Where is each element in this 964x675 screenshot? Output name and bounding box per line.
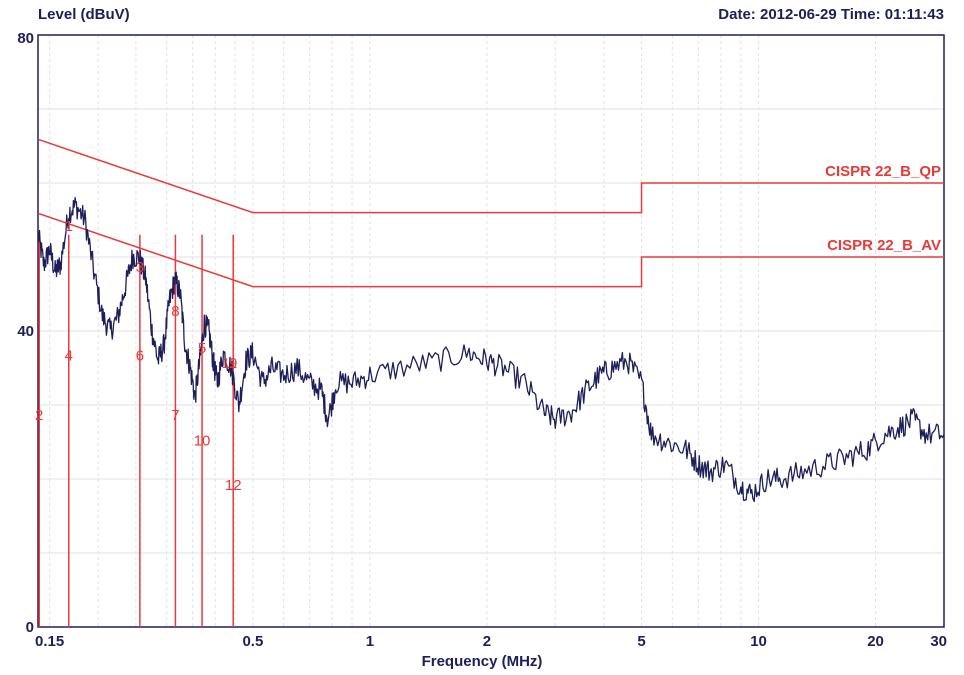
x-tick-label: 30 <box>930 633 947 650</box>
marker-label-2: 2 <box>35 407 43 424</box>
marker-label-5: 5 <box>198 340 206 357</box>
marker-label-4: 4 <box>65 348 73 365</box>
marker-label-7: 7 <box>171 407 179 424</box>
measurement-trace <box>37 196 945 503</box>
y-axis-label: Level (dBuV) <box>38 6 130 23</box>
marker-label-3: 3 <box>136 259 144 276</box>
x-tick-label: 1 <box>366 633 374 650</box>
y-tick-label: 0 <box>26 619 34 636</box>
limit-label-av: CISPR 22_B_AV <box>827 237 941 254</box>
limit-line-av <box>37 212 944 288</box>
limit-line-qp <box>37 138 944 214</box>
marker-label-1: 1 <box>65 218 73 235</box>
marker-lines <box>38 234 234 627</box>
grid <box>38 35 944 627</box>
date-time-readout: Date: 2012-06-29 Time: 01:11:43 <box>718 6 944 23</box>
y-tick-label: 80 <box>17 30 34 47</box>
marker-label-12: 12 <box>225 477 242 494</box>
marker-label-11: 11 <box>222 355 238 372</box>
x-tick-label: 5 <box>637 633 645 650</box>
x-tick-label: 0.5 <box>242 633 263 650</box>
marker-label-9: 9 <box>229 355 237 372</box>
marker-label-10: 10 <box>194 433 211 450</box>
x-tick-label: 10 <box>750 633 767 650</box>
marker-label-6: 6 <box>136 348 144 365</box>
trace <box>37 196 945 503</box>
marker-label-8: 8 <box>171 303 179 320</box>
plot-frame <box>37 34 945 628</box>
x-tick-label: 2 <box>483 633 491 650</box>
y-tick-label: 40 <box>17 323 34 340</box>
limit-label-qp: CISPR 22_B_QP <box>825 163 941 180</box>
x-axis-label: Frequency (MHz) <box>421 653 543 670</box>
limit-lines: CISPR 22_B_QP CISPR 22_B_AV <box>37 138 944 288</box>
x-tick-label: 20 <box>867 633 884 650</box>
x-tick-label: 0.15 <box>35 633 64 650</box>
